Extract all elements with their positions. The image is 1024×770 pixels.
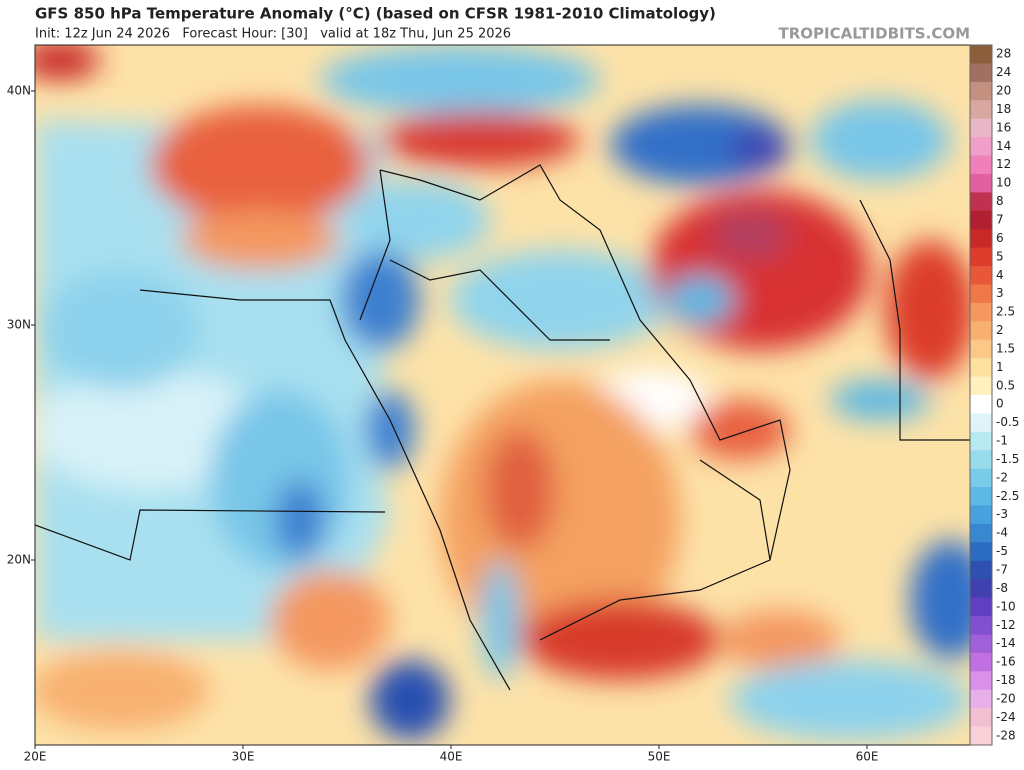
colorbar-swatch xyxy=(970,689,992,709)
colorbar-label: 1.5 xyxy=(996,341,1015,355)
colorbar-label: 1 xyxy=(996,360,1004,374)
lat-label: 40N xyxy=(7,84,31,98)
colorbar-swatch xyxy=(970,560,992,580)
colorbar-swatch xyxy=(970,302,992,322)
colorbar-label: 20 xyxy=(996,84,1011,98)
colorbar-swatch xyxy=(970,671,992,691)
colorbar-swatch xyxy=(970,634,992,654)
colorbar-swatch xyxy=(970,339,992,359)
colorbar-label: -8 xyxy=(996,581,1008,595)
borders xyxy=(35,164,970,691)
colorbar-label: 2.5 xyxy=(996,305,1015,319)
colorbar-label: -1 xyxy=(996,434,1008,448)
colorbar-label: 8 xyxy=(996,194,1004,208)
colorbar-label: 12 xyxy=(996,157,1011,171)
colorbar-label: 14 xyxy=(996,139,1011,153)
colorbar: 28 24 20 18 16 14 12 10 8 7 6 5 4 3 2.5 2 1.5 1 0.5 0 -0.5 -1… xyxy=(969,44,1019,746)
colorbar-label: 6 xyxy=(996,231,1004,245)
colorbar-label: -3 xyxy=(996,507,1008,521)
watermark: TROPICALTIDBITS.COM xyxy=(779,25,971,43)
colorbar-label: -10 xyxy=(996,599,1016,613)
colorbar-label: -7 xyxy=(996,563,1008,577)
colorbar-label: -18 xyxy=(996,673,1016,687)
colorbar-label: 16 xyxy=(996,120,1011,134)
subtitle: Init: 12z Jun 24 2026 Forecast Hour: [30… xyxy=(35,27,511,42)
colorbar-swatch xyxy=(970,616,992,635)
colorbar-label: 5 xyxy=(996,249,1004,263)
colorbar-frame xyxy=(969,44,993,746)
colorbar-label: -1.5 xyxy=(996,452,1019,466)
title: GFS 850 hPa Temperature Anomaly (°C) (ba… xyxy=(35,5,716,23)
colorbar-swatch xyxy=(970,652,992,672)
colorbar-swatch xyxy=(970,597,992,617)
colorbar-swatch xyxy=(970,523,992,543)
lon-label: 60E xyxy=(856,750,879,764)
colorbar-swatch xyxy=(970,579,992,599)
colorbar-swatch xyxy=(970,229,992,249)
colorbar-swatch xyxy=(970,137,992,157)
colorbar-label: 24 xyxy=(996,65,1011,79)
colorbar-label: -24 xyxy=(996,710,1016,724)
colorbar-swatch xyxy=(970,726,992,746)
colorbar-label: -14 xyxy=(996,636,1016,650)
colorbar-swatch xyxy=(970,708,992,728)
colorbar-label: 0.5 xyxy=(996,378,1015,392)
lat-label: 30N xyxy=(7,318,31,332)
colorbar-swatch xyxy=(970,505,992,525)
colorbar-swatch xyxy=(970,266,992,285)
colorbar-label: -28 xyxy=(996,728,1016,742)
colorbar-label: 3 xyxy=(996,286,1004,300)
colorbar-swatch xyxy=(970,487,992,507)
lat-label: 20N xyxy=(7,553,31,567)
colorbar-label: -4 xyxy=(996,526,1008,540)
colorbar-swatch xyxy=(970,173,992,193)
colorbar-label: -2 xyxy=(996,470,1008,484)
colorbar-swatch xyxy=(970,45,992,64)
colorbar-label: 2 xyxy=(996,323,1004,337)
colorbar-label: -12 xyxy=(996,618,1016,632)
lon-label: 40E xyxy=(440,750,463,764)
colorbar-label: -5 xyxy=(996,544,1008,558)
colorbar-swatch xyxy=(970,468,992,488)
map xyxy=(35,45,970,745)
colorbar-swatch xyxy=(970,431,992,451)
colorbar-label: 0 xyxy=(996,397,1004,411)
colorbar-swatch xyxy=(970,63,992,83)
colorbar-label: 28 xyxy=(996,47,1011,61)
lon-label: 20E xyxy=(24,750,47,764)
colorbar-swatch xyxy=(970,100,992,120)
axes: 40N 30N 20N 20E 30E 40E 50E 60E xyxy=(7,84,879,764)
colorbar-swatch xyxy=(970,284,992,304)
colorbar-label: -2.5 xyxy=(996,489,1019,503)
colorbar-swatch xyxy=(970,247,992,267)
colorbar-swatch xyxy=(970,450,992,470)
colorbar-label: -0.5 xyxy=(996,415,1019,429)
colorbar-swatch xyxy=(970,118,992,138)
colorbar-swatch xyxy=(970,155,992,175)
colorbar-label: -16 xyxy=(996,655,1016,669)
colorbar-swatch xyxy=(970,542,992,562)
colorbar-swatch xyxy=(970,376,992,396)
colorbar-swatch xyxy=(970,210,992,230)
colorbar-swatch xyxy=(970,81,992,101)
colorbar-swatch xyxy=(970,358,992,378)
lon-label: 50E xyxy=(648,750,671,764)
lon-label: 30E xyxy=(232,750,255,764)
colorbar-label: 4 xyxy=(996,268,1004,282)
colorbar-swatch xyxy=(970,192,992,212)
colorbar-label: 18 xyxy=(996,102,1011,116)
colorbar-swatch xyxy=(970,321,992,341)
colorbar-label: -20 xyxy=(996,691,1016,705)
colorbar-label: 7 xyxy=(996,213,1004,227)
colorbar-label: 10 xyxy=(996,176,1011,190)
colorbar-swatch xyxy=(970,395,992,414)
colorbar-swatch xyxy=(970,413,992,433)
